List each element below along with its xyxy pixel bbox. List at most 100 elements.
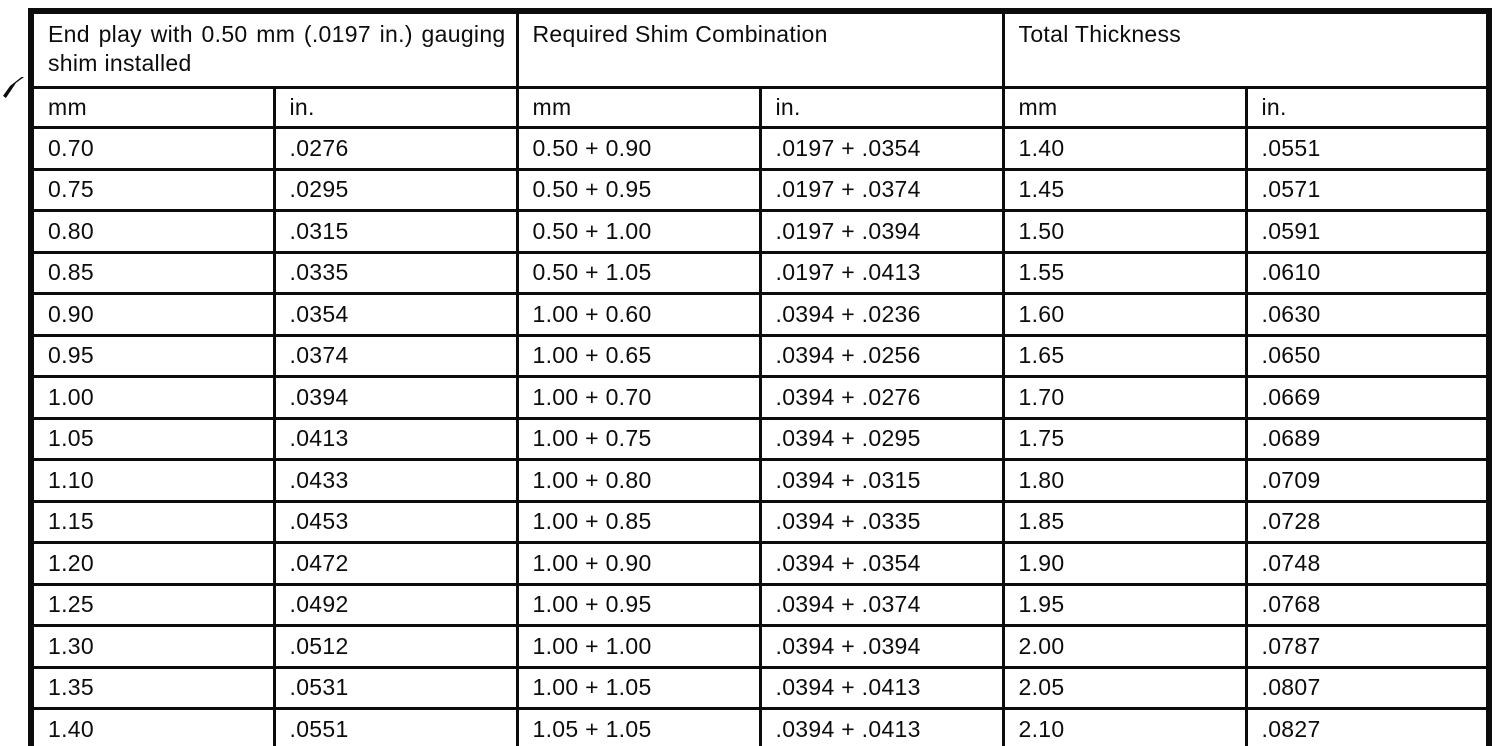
cell-total-in: .0748 xyxy=(1244,541,1491,586)
cell-shim-combo-mm: 1.00 + 0.85 xyxy=(515,499,762,544)
cell-total-mm: 1.75 xyxy=(1001,416,1248,461)
cell-endplay-mm: 1.30 xyxy=(29,624,276,669)
cell-total-in: .0591 xyxy=(1244,209,1491,254)
unit-header-endplay-mm: mm xyxy=(29,86,276,129)
cell-shim-combo-mm: 1.05 + 1.05 xyxy=(515,707,762,746)
table-row: 0.90 .0354 1.00 + 0.60 .0394 + .0236 1.6… xyxy=(29,292,1491,337)
cell-endplay-mm: 1.35 xyxy=(29,665,276,710)
cell-endplay-mm: 0.85 xyxy=(29,250,276,295)
cell-endplay-mm: 0.90 xyxy=(29,292,276,337)
cell-total-in: .0768 xyxy=(1244,582,1491,627)
cell-total-mm: 1.85 xyxy=(1001,499,1248,544)
cell-total-in: .0630 xyxy=(1244,292,1491,337)
cell-total-in: .0807 xyxy=(1244,665,1491,710)
cell-total-mm: 2.05 xyxy=(1001,665,1248,710)
cell-shim-combo-mm: 0.50 + 1.00 xyxy=(515,209,762,254)
table-row: 1.30 .0512 1.00 + 1.00 .0394 + .0394 2.0… xyxy=(29,624,1491,669)
cell-total-in: .0610 xyxy=(1244,250,1491,295)
cell-shim-combo-mm: 0.50 + 0.95 xyxy=(515,167,762,212)
cell-shim-combo-mm: 1.00 + 0.80 xyxy=(515,458,762,503)
table-row: 1.20 .0472 1.00 + 0.90 .0394 + .0354 1.9… xyxy=(29,541,1491,586)
cell-endplay-in: .0295 xyxy=(272,167,519,212)
cell-endplay-mm: 1.15 xyxy=(29,499,276,544)
cell-total-mm: 2.00 xyxy=(1001,624,1248,669)
cell-shim-combo-mm: 1.00 + 0.75 xyxy=(515,416,762,461)
cell-total-in: .0728 xyxy=(1244,499,1491,544)
table-row: 0.85 .0335 0.50 + 1.05 .0197 + .0413 1.5… xyxy=(29,250,1491,295)
cell-endplay-mm: 1.05 xyxy=(29,416,276,461)
cell-total-in: .0551 xyxy=(1244,126,1491,171)
group-header-end-play: End play with 0.50 mm (.0197 in.) gaugin… xyxy=(29,9,519,89)
cell-shim-combo-in: .0394 + .0394 xyxy=(758,624,1005,669)
cell-endplay-in: .0531 xyxy=(272,665,519,710)
unit-header-row: mm in. mm in. mm in. xyxy=(29,86,1491,129)
cell-endplay-mm: 0.80 xyxy=(29,209,276,254)
cell-shim-combo-in: .0394 + .0315 xyxy=(758,458,1005,503)
cell-endplay-in: .0354 xyxy=(272,292,519,337)
cell-endplay-mm: 1.40 xyxy=(29,707,276,746)
cell-shim-combo-in: .0197 + .0394 xyxy=(758,209,1005,254)
cell-shim-combo-mm: 1.00 + 1.05 xyxy=(515,665,762,710)
cell-endplay-in: .0492 xyxy=(272,582,519,627)
unit-header-total-in: in. xyxy=(1244,86,1491,129)
cell-total-in: .0689 xyxy=(1244,416,1491,461)
cell-endplay-in: .0413 xyxy=(272,416,519,461)
table-row: 1.40 .0551 1.05 + 1.05 .0394 + .0413 2.1… xyxy=(29,707,1491,746)
cell-endplay-mm: 0.75 xyxy=(29,167,276,212)
cell-shim-combo-mm: 1.00 + 1.00 xyxy=(515,624,762,669)
cell-endplay-mm: 0.95 xyxy=(29,333,276,378)
cell-total-in: .0669 xyxy=(1244,375,1491,420)
cell-shim-combo-in: .0197 + .0354 xyxy=(758,126,1005,171)
cell-shim-combo-in: .0394 + .0256 xyxy=(758,333,1005,378)
cell-shim-combo-mm: 1.00 + 0.90 xyxy=(515,541,762,586)
cell-total-mm: 1.50 xyxy=(1001,209,1248,254)
cell-total-mm: 1.60 xyxy=(1001,292,1248,337)
cell-total-mm: 1.70 xyxy=(1001,375,1248,420)
cell-total-mm: 1.95 xyxy=(1001,582,1248,627)
cell-endplay-in: .0335 xyxy=(272,250,519,295)
table-header: End play with 0.50 mm (.0197 in.) gaugin… xyxy=(29,9,1491,129)
cell-total-mm: 2.10 xyxy=(1001,707,1248,746)
table-row: 0.75 .0295 0.50 + 0.95 .0197 + .0374 1.4… xyxy=(29,167,1491,212)
cell-endplay-in: .0394 xyxy=(272,375,519,420)
cell-shim-combo-mm: 0.50 + 0.90 xyxy=(515,126,762,171)
group-header-total-thickness: Total Thickness xyxy=(1001,9,1491,89)
cell-shim-combo-in: .0394 + .0236 xyxy=(758,292,1005,337)
cell-total-mm: 1.55 xyxy=(1001,250,1248,295)
cell-shim-combo-in: .0394 + .0335 xyxy=(758,499,1005,544)
cell-total-mm: 1.45 xyxy=(1001,167,1248,212)
unit-header-total-mm: mm xyxy=(1001,86,1248,129)
cell-total-in: .0571 xyxy=(1244,167,1491,212)
cell-endplay-in: .0315 xyxy=(272,209,519,254)
cell-total-in: .0709 xyxy=(1244,458,1491,503)
cell-shim-combo-mm: 1.00 + 0.95 xyxy=(515,582,762,627)
cell-total-mm: 1.90 xyxy=(1001,541,1248,586)
cell-shim-combo-in: .0394 + .0295 xyxy=(758,416,1005,461)
cell-shim-combo-in: .0197 + .0413 xyxy=(758,250,1005,295)
cell-shim-combo-mm: 1.00 + 0.65 xyxy=(515,333,762,378)
cell-endplay-in: .0433 xyxy=(272,458,519,503)
cell-shim-combo-in: .0394 + .0374 xyxy=(758,582,1005,627)
cell-shim-combo-in: .0197 + .0374 xyxy=(758,167,1005,212)
cell-shim-combo-in: .0394 + .0413 xyxy=(758,707,1005,746)
cell-total-mm: 1.65 xyxy=(1001,333,1248,378)
cell-total-in: .0787 xyxy=(1244,624,1491,669)
cell-endplay-in: .0276 xyxy=(272,126,519,171)
cell-endplay-in: .0453 xyxy=(272,499,519,544)
table-body: 0.70 .0276 0.50 + 0.90 .0197 + .0354 1.4… xyxy=(29,126,1491,746)
cell-total-mm: 1.80 xyxy=(1001,458,1248,503)
unit-header-shim-mm: mm xyxy=(515,86,762,129)
shim-selection-table: End play with 0.50 mm (.0197 in.) gaugin… xyxy=(28,8,1493,746)
table-row: 1.10 .0433 1.00 + 0.80 .0394 + .0315 1.8… xyxy=(29,458,1491,503)
cell-shim-combo-mm: 1.00 + 0.60 xyxy=(515,292,762,337)
cell-shim-combo-in: .0394 + .0276 xyxy=(758,375,1005,420)
table-row: 1.35 .0531 1.00 + 1.05 .0394 + .0413 2.0… xyxy=(29,665,1491,710)
cell-total-mm: 1.40 xyxy=(1001,126,1248,171)
cell-endplay-mm: 1.20 xyxy=(29,541,276,586)
unit-header-endplay-in: in. xyxy=(272,86,519,129)
table-row: 0.70 .0276 0.50 + 0.90 .0197 + .0354 1.4… xyxy=(29,126,1491,171)
cell-shim-combo-in: .0394 + .0354 xyxy=(758,541,1005,586)
cell-shim-combo-mm: 1.00 + 0.70 xyxy=(515,375,762,420)
table-row: 1.05 .0413 1.00 + 0.75 .0394 + .0295 1.7… xyxy=(29,416,1491,461)
